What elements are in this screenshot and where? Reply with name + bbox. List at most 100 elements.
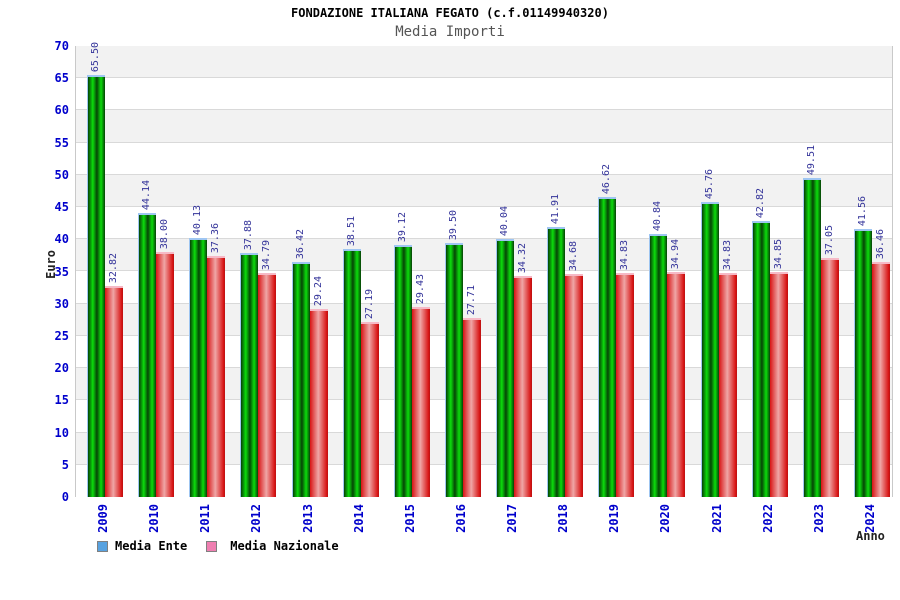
y-tick-label: 45 (54, 200, 69, 214)
bar-value-label: 34.79 (261, 239, 272, 270)
y-tick-label: 35 (54, 265, 69, 279)
bar-media-nazionale (207, 256, 225, 497)
bar-media-ente (189, 238, 207, 497)
bar-media-ente (598, 197, 616, 497)
bar-media-nazionale (719, 273, 737, 497)
bar-media-nazionale (310, 309, 328, 497)
y-tick-label: 65 (54, 71, 69, 85)
bar-media-ente (292, 262, 310, 497)
x-tick-label: 2015 (403, 504, 417, 533)
y-tick-label: 40 (54, 232, 69, 246)
x-tick-label: 2017 (505, 504, 519, 533)
bar-media-ente (547, 227, 565, 497)
y-tick-label: 5 (61, 458, 69, 472)
bar-media-ente (240, 253, 258, 497)
bar-value-label: 34.32 (517, 242, 528, 273)
bar-value-label: 45.76 (704, 168, 715, 199)
x-tick-label: 2021 (710, 504, 724, 533)
bar-value-label: 29.24 (313, 275, 324, 306)
y-tick-label: 50 (54, 168, 69, 182)
x-tick-label: 2018 (556, 504, 570, 533)
bar-value-label: 40.13 (192, 204, 203, 235)
x-tick-label: 2023 (812, 504, 826, 533)
bar-value-label: 38.51 (346, 215, 357, 246)
bar-value-label: 34.94 (670, 238, 681, 269)
bar-value-label: 37.36 (210, 222, 221, 253)
y-tick-label: 70 (54, 39, 69, 53)
bar-media-ente (496, 239, 514, 497)
bar-value-label: 40.04 (499, 205, 510, 236)
x-tick-label: 2022 (761, 504, 775, 533)
bar-media-ente (701, 202, 719, 497)
bar-media-nazionale (821, 258, 839, 497)
bar-media-ente (752, 221, 770, 497)
bar-media-nazionale (105, 286, 123, 497)
x-axis-title: Anno (856, 529, 885, 543)
bar-media-ente (649, 234, 667, 497)
bar-media-nazionale (514, 276, 532, 497)
bar-value-label: 65.50 (90, 41, 101, 72)
y-tick-label: 0 (61, 490, 69, 504)
bar-media-ente (87, 75, 105, 497)
bar-value-label: 42.82 (755, 187, 766, 218)
x-tick-label: 2016 (454, 504, 468, 533)
bar-value-label: 41.56 (857, 195, 868, 226)
bar-media-nazionale (463, 318, 481, 497)
bar-value-label: 32.82 (108, 252, 119, 283)
bar-value-label: 34.83 (619, 239, 630, 270)
legend-label-media-ente: Media Ente (115, 539, 188, 553)
plot-band (76, 110, 892, 143)
chart-title: FONDAZIONE ITALIANA FEGATO (c.f.01149940… (291, 6, 609, 20)
bar-media-nazionale (156, 252, 174, 497)
bar-value-label: 29.43 (415, 273, 426, 304)
legend-swatch-media-ente (97, 540, 108, 552)
bar-value-label: 39.50 (448, 209, 459, 240)
bar-value-label: 39.12 (397, 211, 408, 242)
bar-media-ente (343, 249, 361, 497)
x-tick-label: 2014 (352, 504, 366, 533)
bar-media-nazionale (258, 273, 276, 497)
bar-media-ente (394, 245, 412, 497)
bar-value-label: 46.62 (601, 163, 612, 194)
bar-value-label: 34.68 (568, 240, 579, 271)
y-tick-label: 30 (54, 297, 69, 311)
x-tick-label: 2009 (96, 504, 110, 533)
bar-value-label: 36.46 (875, 228, 886, 259)
y-tick-label: 20 (54, 361, 69, 375)
bar-media-ente (854, 229, 872, 497)
bar-media-nazionale (361, 322, 379, 497)
x-tick-label: 2012 (249, 504, 263, 533)
y-tick-label: 10 (54, 426, 69, 440)
bar-media-ente (445, 243, 463, 497)
plot-band (76, 78, 892, 111)
legend-swatch-media-nazionale (206, 540, 218, 552)
x-tick-label: 2013 (301, 504, 315, 533)
x-tick-label: 2024 (863, 504, 877, 533)
bar-value-label: 38.00 (159, 218, 170, 249)
bar-value-label: 27.71 (466, 284, 477, 315)
bar-value-label: 37.05 (824, 224, 835, 255)
bar-value-label: 40.84 (652, 200, 663, 231)
bar-media-nazionale (412, 307, 430, 497)
legend-label-media-nazionale: Media Nazionale (230, 539, 339, 553)
x-tick-label: 2010 (147, 504, 161, 533)
bar-value-label: 41.91 (550, 193, 561, 224)
x-tick-label: 2020 (658, 504, 672, 533)
chart-subtitle: Media Importi (395, 24, 505, 40)
bar-value-label: 34.85 (773, 238, 784, 269)
x-tick-label: 2011 (198, 504, 212, 533)
plot-band (76, 142, 892, 175)
bar-value-label: 27.19 (364, 288, 375, 319)
plot-band (76, 46, 892, 79)
bar-value-label: 44.14 (141, 179, 152, 210)
y-tick-label: 15 (54, 393, 69, 407)
y-tick-label: 60 (54, 103, 69, 117)
bar-value-label: 49.51 (806, 144, 817, 175)
x-tick-label: 2019 (607, 504, 621, 533)
plot-band (76, 174, 892, 208)
bar-media-nazionale (565, 274, 583, 497)
y-tick-label: 55 (54, 136, 69, 150)
bar-value-label: 34.83 (722, 239, 733, 270)
bar-media-nazionale (770, 272, 788, 497)
